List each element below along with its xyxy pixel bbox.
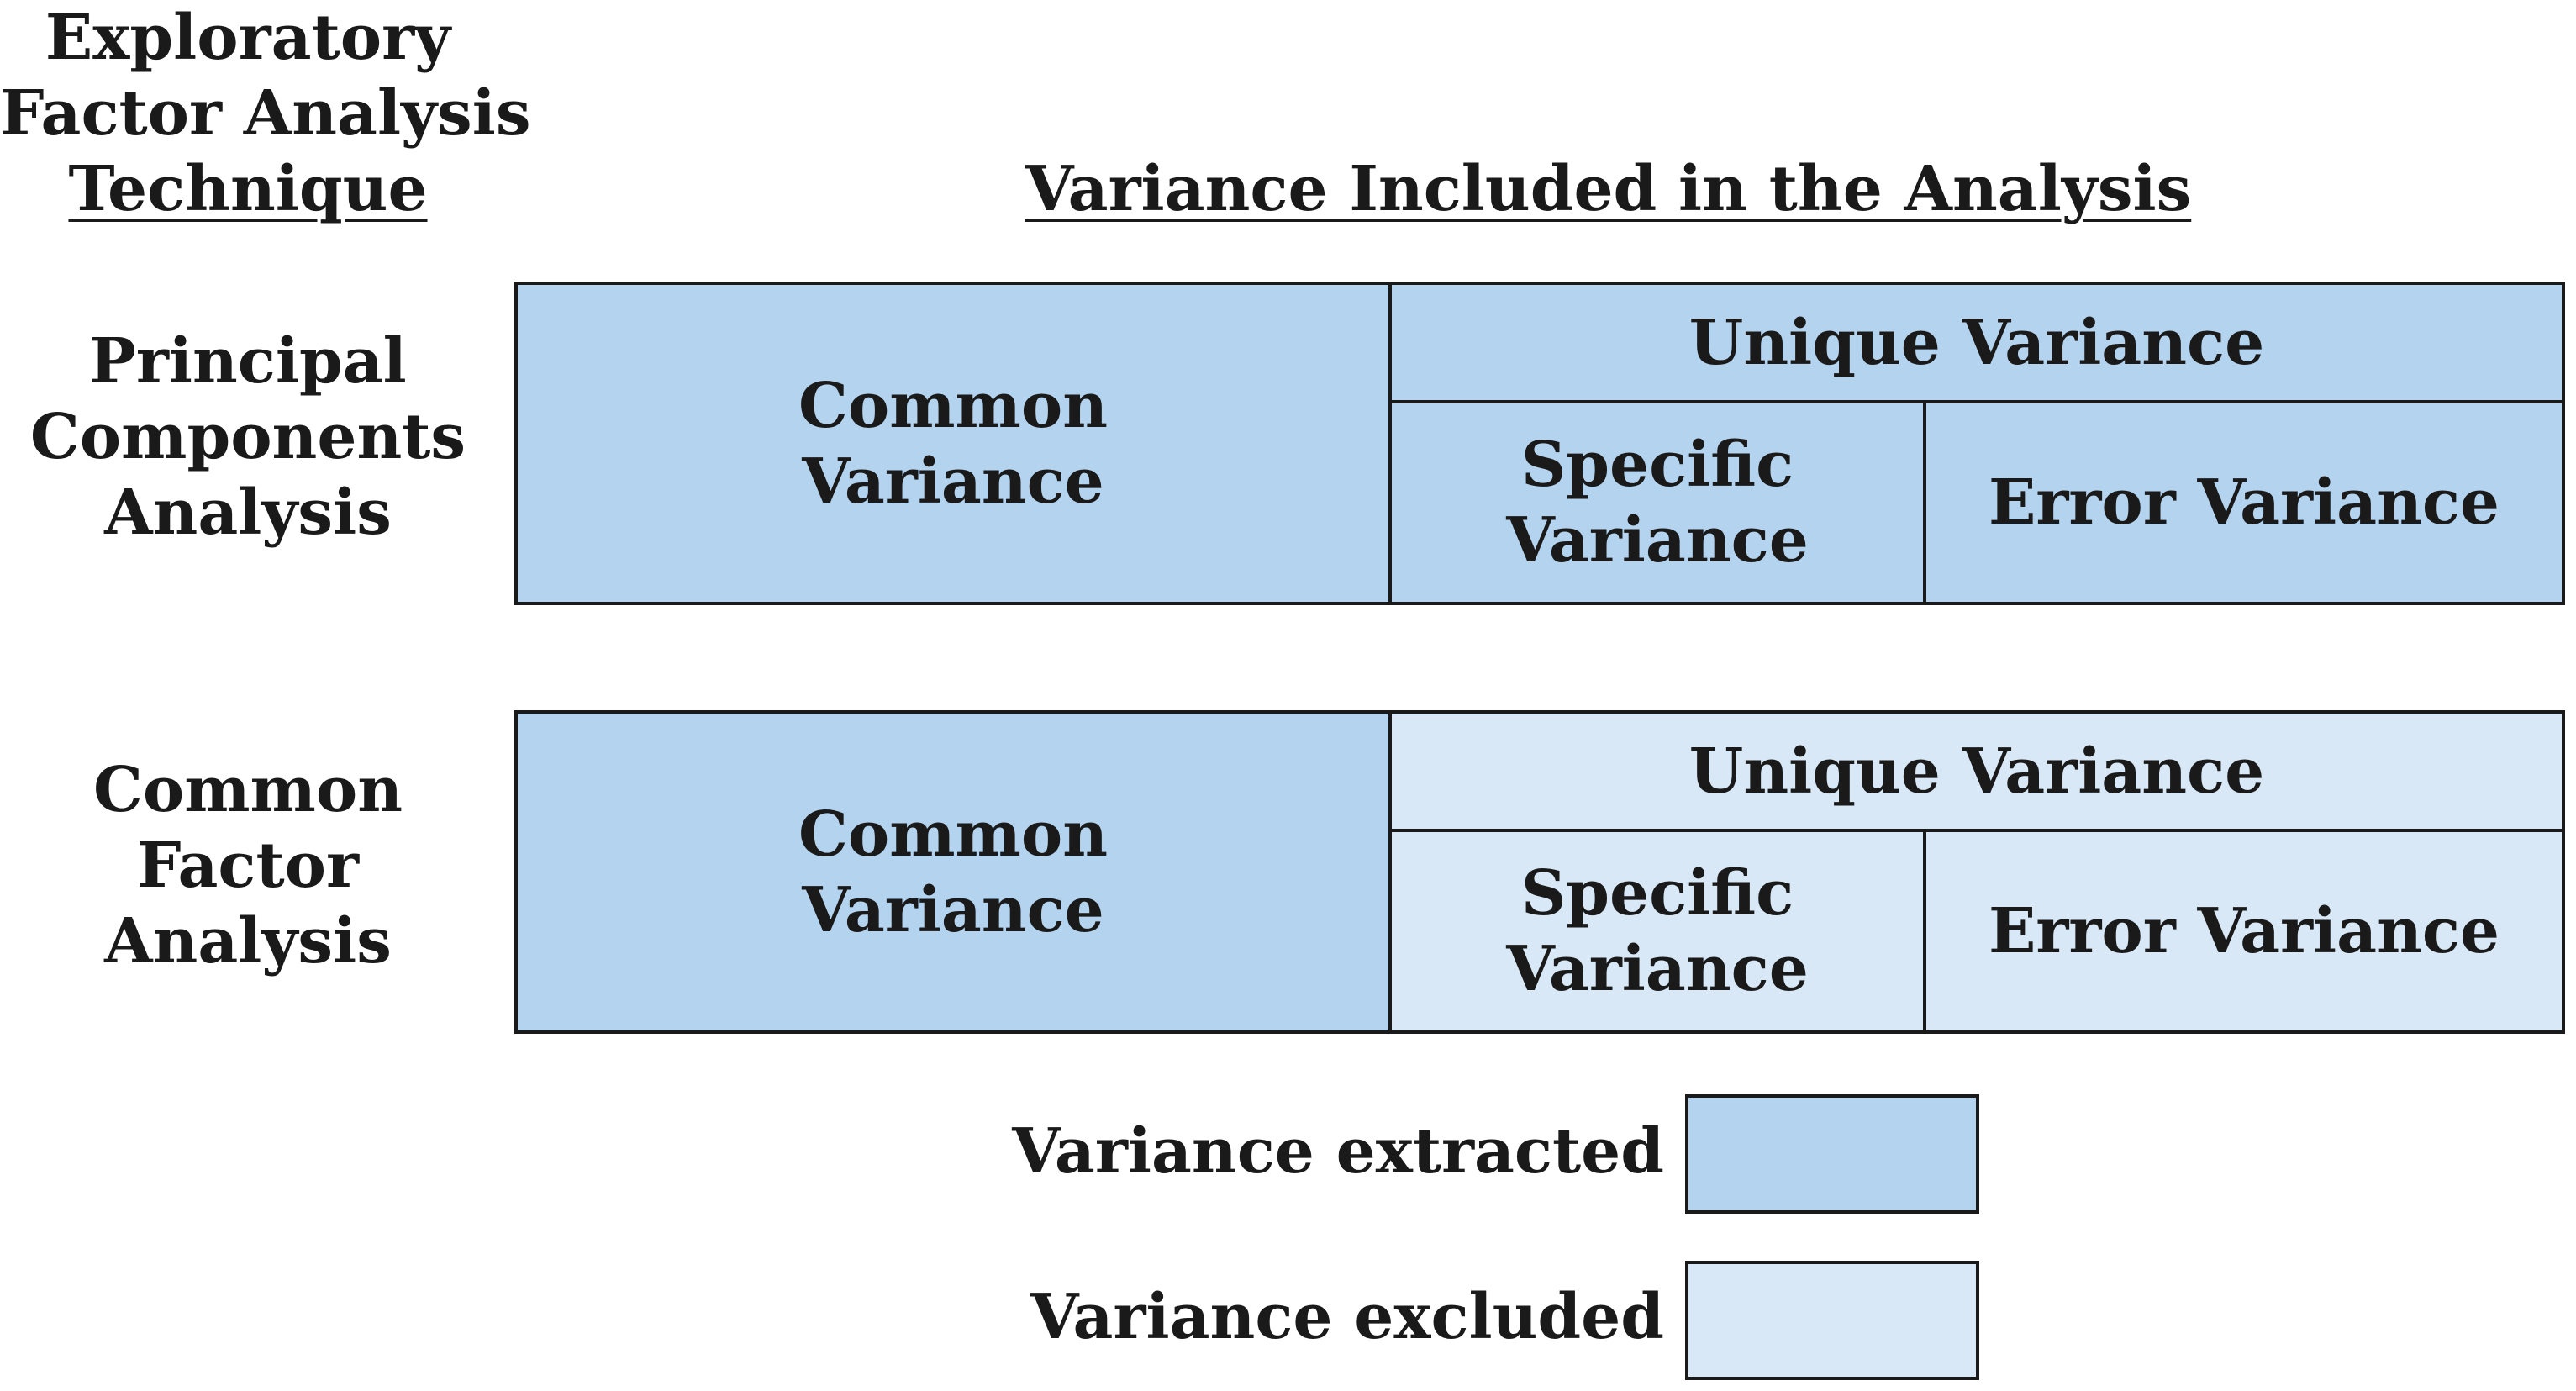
cfa-label-line-1: Common [92,754,403,826]
legend-extracted-label: Variance extracted [1012,1115,1664,1188]
legend-extracted-swatch [1685,1094,1979,1214]
pca-error-variance-cell: Error Variance [1923,400,2562,602]
pca-unique-variance-cell: Unique Variance [1388,285,2562,400]
cfa-label: Common Factor Analysis [0,752,496,979]
pca-specific-variance-line-2: Variance [1506,504,1809,577]
cfa-common-variance-cell: Common Variance [518,714,1388,1030]
cfa-specific-variance-line-1: Specific [1520,857,1794,930]
pca-label: Principal Components Analysis [0,324,496,551]
legend-excluded-swatch [1685,1261,1979,1380]
pca-label-line-1: Principal [89,325,407,398]
technique-header-line-1: Exploratory [45,2,451,74]
cfa-error-variance-text: Error Variance [1988,895,2500,967]
cfa-specific-variance-cell: Specific Variance [1388,829,1923,1030]
technique-header-line-2: Factor Analysis [0,77,531,150]
cfa-unique-variance-cell: Unique Variance [1388,714,2562,829]
pca-common-variance-line-1: Common [798,369,1108,442]
cfa-common-variance-line-1: Common [798,798,1108,871]
cfa-common-variance-line-2: Variance [802,873,1104,946]
cfa-error-variance-cell: Error Variance [1923,829,2562,1030]
pca-specific-variance-cell: Specific Variance [1388,400,1923,602]
legend-excluded-label: Variance excluded [1030,1281,1664,1353]
pca-error-variance-text: Error Variance [1988,466,2500,539]
technique-header: Exploratory Factor Analysis Technique [0,0,531,227]
pca-unique-variance-text: Unique Variance [1688,306,2265,379]
pca-label-line-3: Analysis [104,477,392,549]
pca-common-variance-cell: Common Variance [518,285,1388,602]
variance-included-header-text: Variance Included in the Analysis [1025,153,2192,225]
variance-included-header: Variance Included in the Analysis [1025,151,2192,227]
pca-variance-diagram: Common Variance Unique Variance Specific… [514,282,2565,605]
technique-header-line-3: Technique [68,153,428,225]
pca-common-variance-line-2: Variance [802,445,1104,518]
pca-label-line-2: Components [29,401,466,473]
cfa-label-line-3: Analysis [104,905,392,977]
cfa-label-line-2: Factor [136,830,360,902]
cfa-variance-diagram: Common Variance Unique Variance Specific… [514,710,2565,1034]
cfa-specific-variance-line-2: Variance [1506,933,1809,1005]
cfa-unique-variance-text: Unique Variance [1688,735,2265,808]
pca-specific-variance-line-1: Specific [1520,429,1794,501]
